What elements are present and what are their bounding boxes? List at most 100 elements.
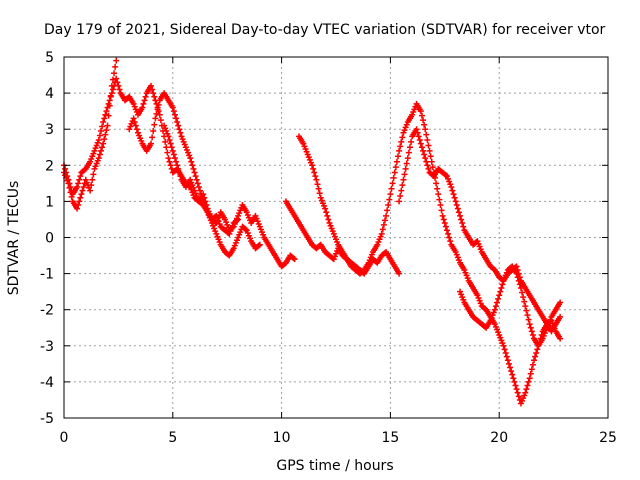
y-tick-label: -3 — [40, 339, 54, 355]
data-point — [75, 202, 82, 209]
data-point — [491, 306, 498, 313]
data-point — [255, 242, 262, 249]
data-point — [422, 126, 429, 133]
data-point — [531, 357, 538, 364]
data-point — [496, 292, 503, 299]
x-tick-label: 25 — [599, 430, 617, 446]
chart-title: Day 179 of 2021, Sidereal Day-to-day VTE… — [44, 22, 606, 38]
data-point — [79, 187, 86, 194]
data-point — [150, 90, 157, 97]
data-point — [528, 366, 535, 373]
y-tick-label: 4 — [45, 86, 54, 102]
data-point — [398, 187, 405, 194]
data-point — [310, 165, 317, 172]
data-point — [171, 155, 178, 162]
data-point — [113, 57, 120, 64]
data-point — [102, 111, 109, 118]
data-point — [177, 173, 184, 180]
data-point — [313, 176, 320, 183]
data-point — [421, 121, 428, 128]
data-point — [515, 277, 522, 284]
y-tick-label: 2 — [45, 158, 54, 174]
data-point — [497, 288, 504, 295]
data-point — [132, 122, 139, 129]
data-point — [399, 134, 406, 141]
data-point — [148, 140, 155, 147]
series-track-5 — [282, 198, 403, 277]
data-point — [66, 184, 73, 191]
data-point — [396, 147, 403, 154]
data-point — [404, 155, 411, 162]
data-point — [519, 289, 526, 296]
data-point — [256, 241, 263, 248]
data-point — [169, 147, 176, 154]
data-point — [503, 353, 510, 360]
data-point — [443, 227, 450, 234]
y-tick-label: 1 — [45, 194, 54, 210]
data-point — [395, 153, 402, 160]
data-point — [380, 221, 387, 228]
data-point — [522, 389, 529, 396]
data-point — [229, 224, 236, 231]
data-point — [424, 162, 431, 169]
data-point — [113, 75, 120, 82]
data-point — [526, 375, 533, 382]
data-point — [494, 299, 501, 306]
data-point — [111, 70, 118, 77]
data-point — [385, 202, 392, 209]
data-point — [451, 194, 458, 201]
data-point — [62, 165, 69, 172]
data-point — [502, 350, 509, 357]
data-point — [193, 176, 200, 183]
data-point — [501, 346, 508, 353]
data-point — [103, 108, 110, 115]
data-point — [557, 335, 564, 342]
data-point — [151, 121, 158, 128]
data-point — [164, 149, 171, 156]
data-point — [115, 82, 122, 89]
data-point — [397, 143, 404, 150]
series-track-4 — [161, 122, 298, 270]
data-point — [425, 165, 432, 172]
data-point — [525, 378, 532, 385]
data-point — [438, 207, 445, 214]
data-point — [316, 190, 323, 197]
data-point — [311, 169, 318, 176]
data-point — [67, 189, 74, 196]
data-point — [139, 104, 146, 111]
data-point — [163, 144, 170, 151]
data-point — [95, 137, 102, 144]
data-point — [400, 176, 407, 183]
series-track-1 — [61, 75, 242, 237]
data-point — [393, 158, 400, 165]
data-point — [325, 216, 332, 223]
data-point — [154, 106, 161, 113]
data-point — [406, 144, 413, 151]
data-point — [74, 205, 81, 212]
data-point — [112, 63, 119, 70]
data-point — [403, 160, 410, 167]
data-point — [381, 217, 388, 224]
data-point — [156, 111, 163, 118]
data-point — [191, 169, 198, 176]
data-point — [148, 82, 155, 89]
data-point — [384, 207, 391, 214]
data-point — [322, 205, 329, 212]
data-point — [442, 223, 449, 230]
data-point — [399, 182, 406, 189]
data-point — [505, 360, 512, 367]
data-point — [387, 191, 394, 198]
data-point — [428, 158, 435, 165]
data-point — [109, 76, 116, 83]
data-point — [449, 187, 456, 194]
data-point — [80, 183, 87, 190]
data-point — [197, 187, 203, 194]
data-point — [87, 187, 94, 194]
data-point — [100, 118, 107, 125]
data-point — [189, 162, 196, 169]
data-point — [513, 386, 520, 393]
data-point — [97, 128, 104, 135]
data-point — [425, 142, 432, 149]
data-point — [103, 127, 110, 134]
data-point — [105, 112, 112, 119]
